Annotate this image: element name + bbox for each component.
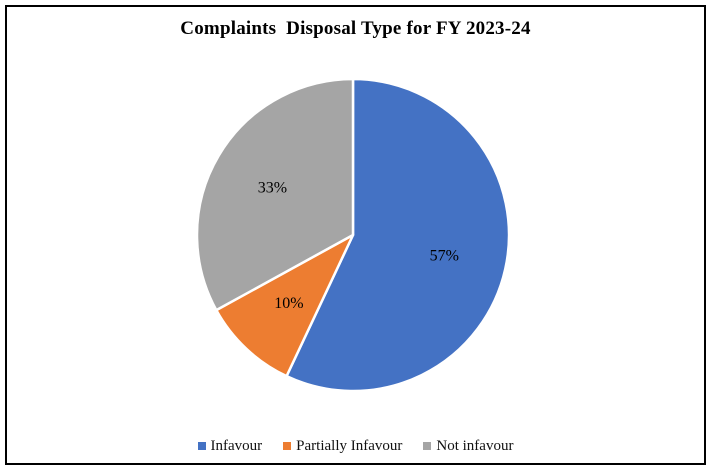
legend: Infavour Partially Infavour Not infavour (7, 436, 704, 456)
legend-label-partially-infavour: Partially Infavour (296, 438, 403, 454)
legend-item-not-infavour: Not infavour (423, 436, 513, 456)
legend-item-infavour: Infavour (197, 436, 263, 456)
pie-label-not-infavour: 33% (258, 179, 287, 196)
pie-slice-not-infavour (195, 77, 355, 312)
legend-marker-infavour-icon (197, 442, 206, 450)
legend-marker-partially-infavour-icon (283, 442, 292, 450)
legend-label-infavour: Infavour (210, 438, 263, 454)
legend-marker-not-infavour-icon (423, 442, 432, 450)
pie-slice-infavour (285, 77, 511, 393)
pie-chart-area: 57% 10% 33% (188, 70, 518, 400)
pie-slice-partially-infavour (215, 233, 355, 378)
pie-chart: 57% 10% 33% (195, 77, 511, 393)
pie-label-partially-infavour: 10% (274, 295, 303, 312)
pie-label-infavour: 57% (430, 247, 459, 264)
legend-item-partially-infavour: Partially Infavour (283, 436, 402, 456)
legend-label-not-infavour: Not infavour (436, 438, 514, 454)
chart-frame: Complaints Disposal Type for FY 2023-24 … (5, 5, 706, 465)
chart-title: Complaints Disposal Type for FY 2023-24 (180, 18, 531, 39)
